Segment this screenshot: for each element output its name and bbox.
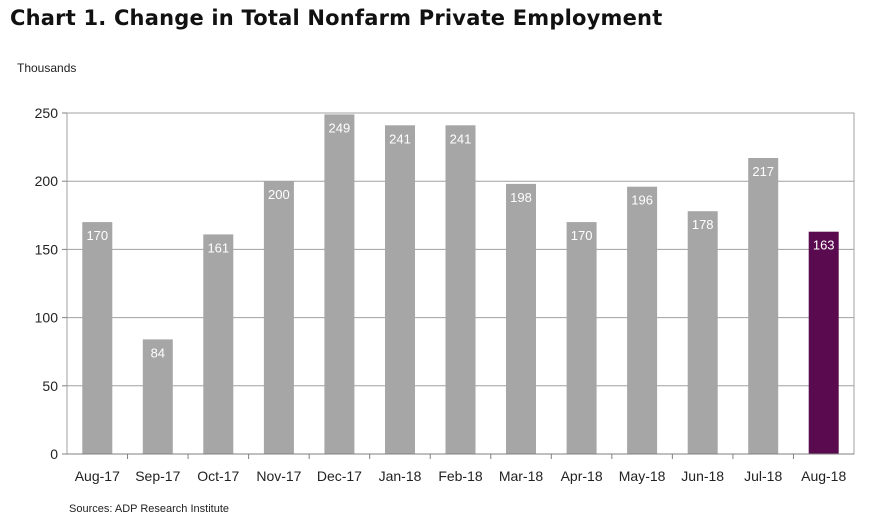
x-tick-label: Jan-18 [379, 468, 422, 484]
y-tick-label: 150 [35, 241, 59, 257]
x-axis: Aug-17 Sep-17 Oct-17 Nov-17 Dec-17 Jan-18 Feb-… [67, 453, 854, 484]
x-tick-label: Aug-18 [801, 468, 846, 484]
x-tick-label: Nov-17 [256, 468, 301, 484]
y-tick-label: 50 [42, 378, 58, 394]
bar-data-label: 84 [151, 345, 165, 360]
source-note: Sources: ADP Research Institute [69, 503, 229, 515]
bar [506, 183, 536, 454]
bar-data-label: 241 [389, 131, 411, 146]
x-tick-label: Jul-18 [744, 468, 782, 484]
bar-data-label: 249 [329, 120, 351, 135]
data-labels: 170 84 161 200 249 241 241 198 170 196 178 217 163 [86, 120, 834, 360]
bar [324, 114, 355, 455]
x-tick-label: Apr-18 [561, 468, 603, 484]
x-tick-label: Mar-18 [499, 468, 544, 484]
bar [203, 234, 234, 454]
bars [82, 114, 839, 455]
x-tick-label: Oct-17 [197, 468, 239, 484]
x-tick-label: Dec-17 [317, 468, 362, 484]
bar [82, 222, 113, 454]
y-axis: 0 50 100 150 200 250 [35, 105, 67, 462]
y-tick-label: 200 [35, 173, 59, 189]
bar-data-label: 178 [692, 217, 714, 232]
bar [263, 181, 294, 454]
bar-data-label: 170 [571, 228, 593, 243]
x-tick-label: Jun-18 [681, 468, 724, 484]
x-tick-label: Aug-17 [75, 468, 120, 484]
bar [748, 158, 779, 454]
bar-data-label: 200 [268, 187, 290, 202]
x-tick-label: Sep-17 [135, 468, 180, 484]
bar [142, 339, 173, 454]
y-tick-label: 0 [50, 446, 58, 462]
bar-data-label: 161 [207, 240, 229, 255]
bar [687, 211, 718, 454]
y-tick-label: 250 [35, 105, 59, 121]
x-tick-label: Feb-18 [438, 468, 483, 484]
bar-data-label: 170 [86, 228, 108, 243]
bar [385, 125, 415, 455]
y-tick-label: 100 [35, 310, 59, 326]
bar-data-label: 163 [813, 238, 835, 253]
bar [808, 231, 839, 454]
bar-data-label: 241 [450, 131, 472, 146]
bar [627, 186, 658, 454]
bar-data-label: 196 [631, 193, 653, 208]
bar [566, 222, 597, 454]
bar-data-label: 217 [752, 164, 774, 179]
x-tick-label: May-18 [619, 468, 666, 484]
bar-data-label: 198 [510, 190, 532, 205]
bar [445, 125, 476, 455]
chart-title: Chart 1. Change in Total Nonfarm Private… [10, 6, 663, 30]
y-axis-unit-label: Thousands [17, 61, 77, 75]
